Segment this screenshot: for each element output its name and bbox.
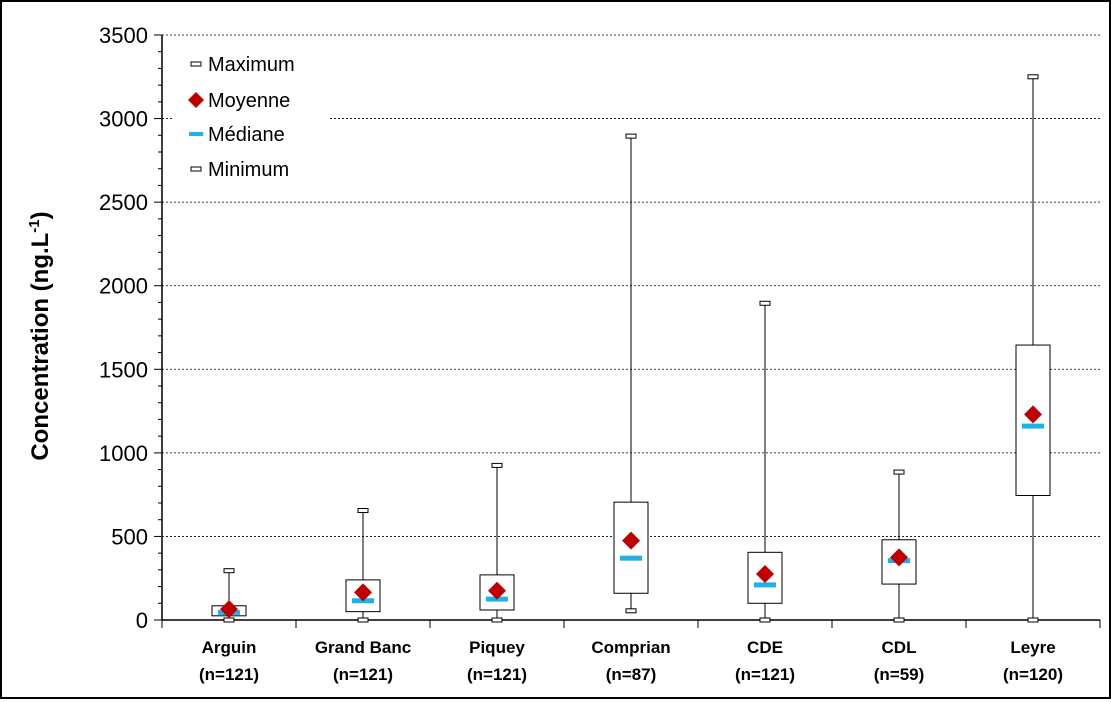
mean-marker: [220, 600, 238, 619]
box-leyre: [1015, 74, 1051, 623]
legend-maximum-swatch: [190, 61, 202, 67]
median-marker: [754, 582, 776, 588]
box-comprian: [613, 133, 649, 614]
max-marker: [357, 508, 369, 514]
legend-median-label: Médiane: [208, 124, 285, 146]
min-marker: [625, 608, 637, 614]
y-tick-label: 0: [136, 608, 148, 633]
x-category-label: Grand Banc: [315, 638, 411, 657]
legend-minimum-swatch: [190, 166, 202, 172]
legend-minimum-label: Minimum: [208, 159, 289, 181]
max-marker: [625, 133, 637, 139]
x-category-label: CDE: [747, 638, 783, 657]
y-tick-label: 2500: [99, 190, 148, 215]
min-marker: [357, 617, 369, 623]
mean-marker: [890, 548, 908, 567]
x-category-count: (n=121): [333, 665, 393, 684]
max-marker: [491, 462, 503, 468]
mean-marker: [756, 565, 774, 584]
x-category-count: (n=87): [606, 665, 657, 684]
x-category-count: (n=120): [1003, 665, 1063, 684]
boxes: [211, 74, 1051, 623]
min-marker: [893, 617, 905, 623]
axes: 0 500 1000 1500 2000 2500 3000 3500 Arguin (n=121…: [99, 23, 1101, 684]
y-tick-label: 1000: [99, 441, 148, 466]
box-cde: [747, 300, 783, 623]
mean-marker: [488, 581, 506, 600]
legend: Maximum Moyenne Médiane Minimum: [174, 42, 329, 192]
median-marker: [620, 555, 642, 561]
min-marker: [759, 617, 771, 623]
min-marker: [1027, 617, 1039, 623]
min-marker: [491, 617, 503, 623]
y-tick-label: 500: [111, 524, 148, 549]
iqr-box: [613, 501, 649, 594]
legend-mean-swatch: [188, 92, 204, 108]
y-tick-label: 1500: [99, 357, 148, 382]
legend-maximum-label: Maximum: [208, 54, 295, 76]
box-piquey: [479, 462, 515, 623]
legend-median-swatch: [189, 132, 203, 136]
max-marker: [1027, 74, 1039, 80]
max-marker: [223, 568, 235, 574]
x-category-label: Arguin: [202, 638, 257, 657]
y-tick-label: 2000: [99, 274, 148, 299]
x-category-count: (n=59): [874, 665, 925, 684]
max-marker: [893, 469, 905, 475]
x-category-label: Leyre: [1010, 638, 1055, 657]
x-category-count: (n=121): [199, 665, 259, 684]
max-marker: [759, 300, 771, 306]
x-category-label: CDL: [882, 638, 917, 657]
y-axis-label: Concentration (ng.L-1): [26, 211, 54, 460]
box-grand-banc: [345, 508, 381, 623]
x-category-label: Piquey: [469, 638, 525, 657]
median-marker: [1022, 423, 1044, 429]
x-category-label: Comprian: [591, 638, 670, 657]
box-arguin: [211, 568, 247, 623]
mean-marker: [354, 583, 372, 602]
mean-marker: [622, 531, 640, 550]
mean-marker: [1024, 405, 1042, 424]
y-tick-label: 3000: [99, 107, 148, 132]
x-category-count: (n=121): [467, 665, 527, 684]
legend-mean-label: Moyenne: [208, 90, 290, 112]
box-cdl: [881, 469, 917, 623]
y-tick-label: 3500: [99, 23, 148, 48]
x-category-count: (n=121): [735, 665, 795, 684]
min-marker: [223, 617, 235, 623]
